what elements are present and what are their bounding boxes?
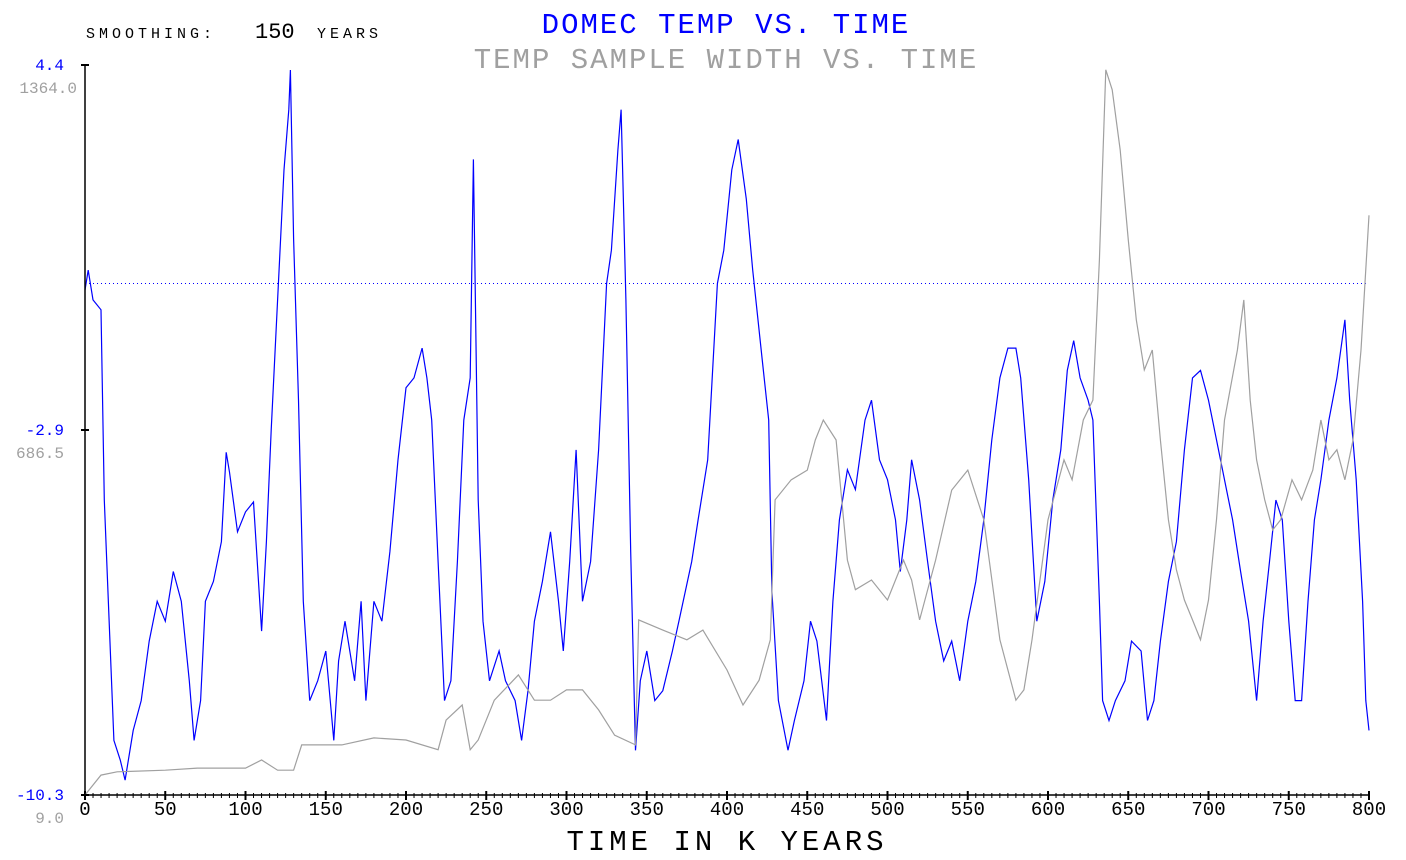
x-tick-label: 600: [1031, 799, 1065, 821]
sample-width-series-line: [84, 69, 1370, 796]
x-tick-label: 150: [309, 799, 343, 821]
x-tick-label: 250: [469, 799, 503, 821]
x-tick-label: 300: [549, 799, 583, 821]
y-gray-tick-label-mid: 686.5: [16, 445, 64, 463]
y-gray-tick-label-top: 1364.0: [19, 80, 77, 98]
x-axis-label: TIME IN K YEARS: [566, 826, 887, 859]
smoothing-unit: YEARS: [317, 26, 382, 43]
x-tick-label: 450: [790, 799, 824, 821]
x-tick-label: 500: [870, 799, 904, 821]
y-tick-label-mid: -2.9: [26, 422, 64, 440]
x-tick-label: 200: [389, 799, 423, 821]
smoothing-label: SMOOTHING:: [86, 26, 216, 43]
x-tick-label: 50: [154, 799, 177, 821]
x-tick-label: 550: [951, 799, 985, 821]
temp-series-line: [84, 69, 1370, 781]
x-tick-label: 650: [1111, 799, 1145, 821]
x-tick-label: 100: [228, 799, 262, 821]
x-tick-label: 0: [79, 799, 90, 821]
x-axis-ticks: 0 50 100 150 200 250 300 350 400 450 500 550 600 650 7…: [79, 791, 1386, 821]
smoothing-value: 150: [255, 20, 295, 45]
x-tick-label: 750: [1272, 799, 1306, 821]
x-tick-label: 350: [630, 799, 664, 821]
chart-title: DOMEC TEMP VS. TIME: [542, 9, 911, 42]
y-tick-label-top: 4.4: [35, 57, 64, 75]
x-tick-label: 800: [1352, 799, 1386, 821]
x-tick-label: 400: [710, 799, 744, 821]
x-tick-label: 700: [1191, 799, 1225, 821]
chart-subtitle: TEMP SAMPLE WIDTH VS. TIME: [474, 44, 978, 77]
y-tick-label-bottom: -10.3: [16, 787, 64, 805]
y-gray-tick-label-bottom: 9.0: [35, 810, 64, 828]
plot-area: [81, 64, 1370, 796]
